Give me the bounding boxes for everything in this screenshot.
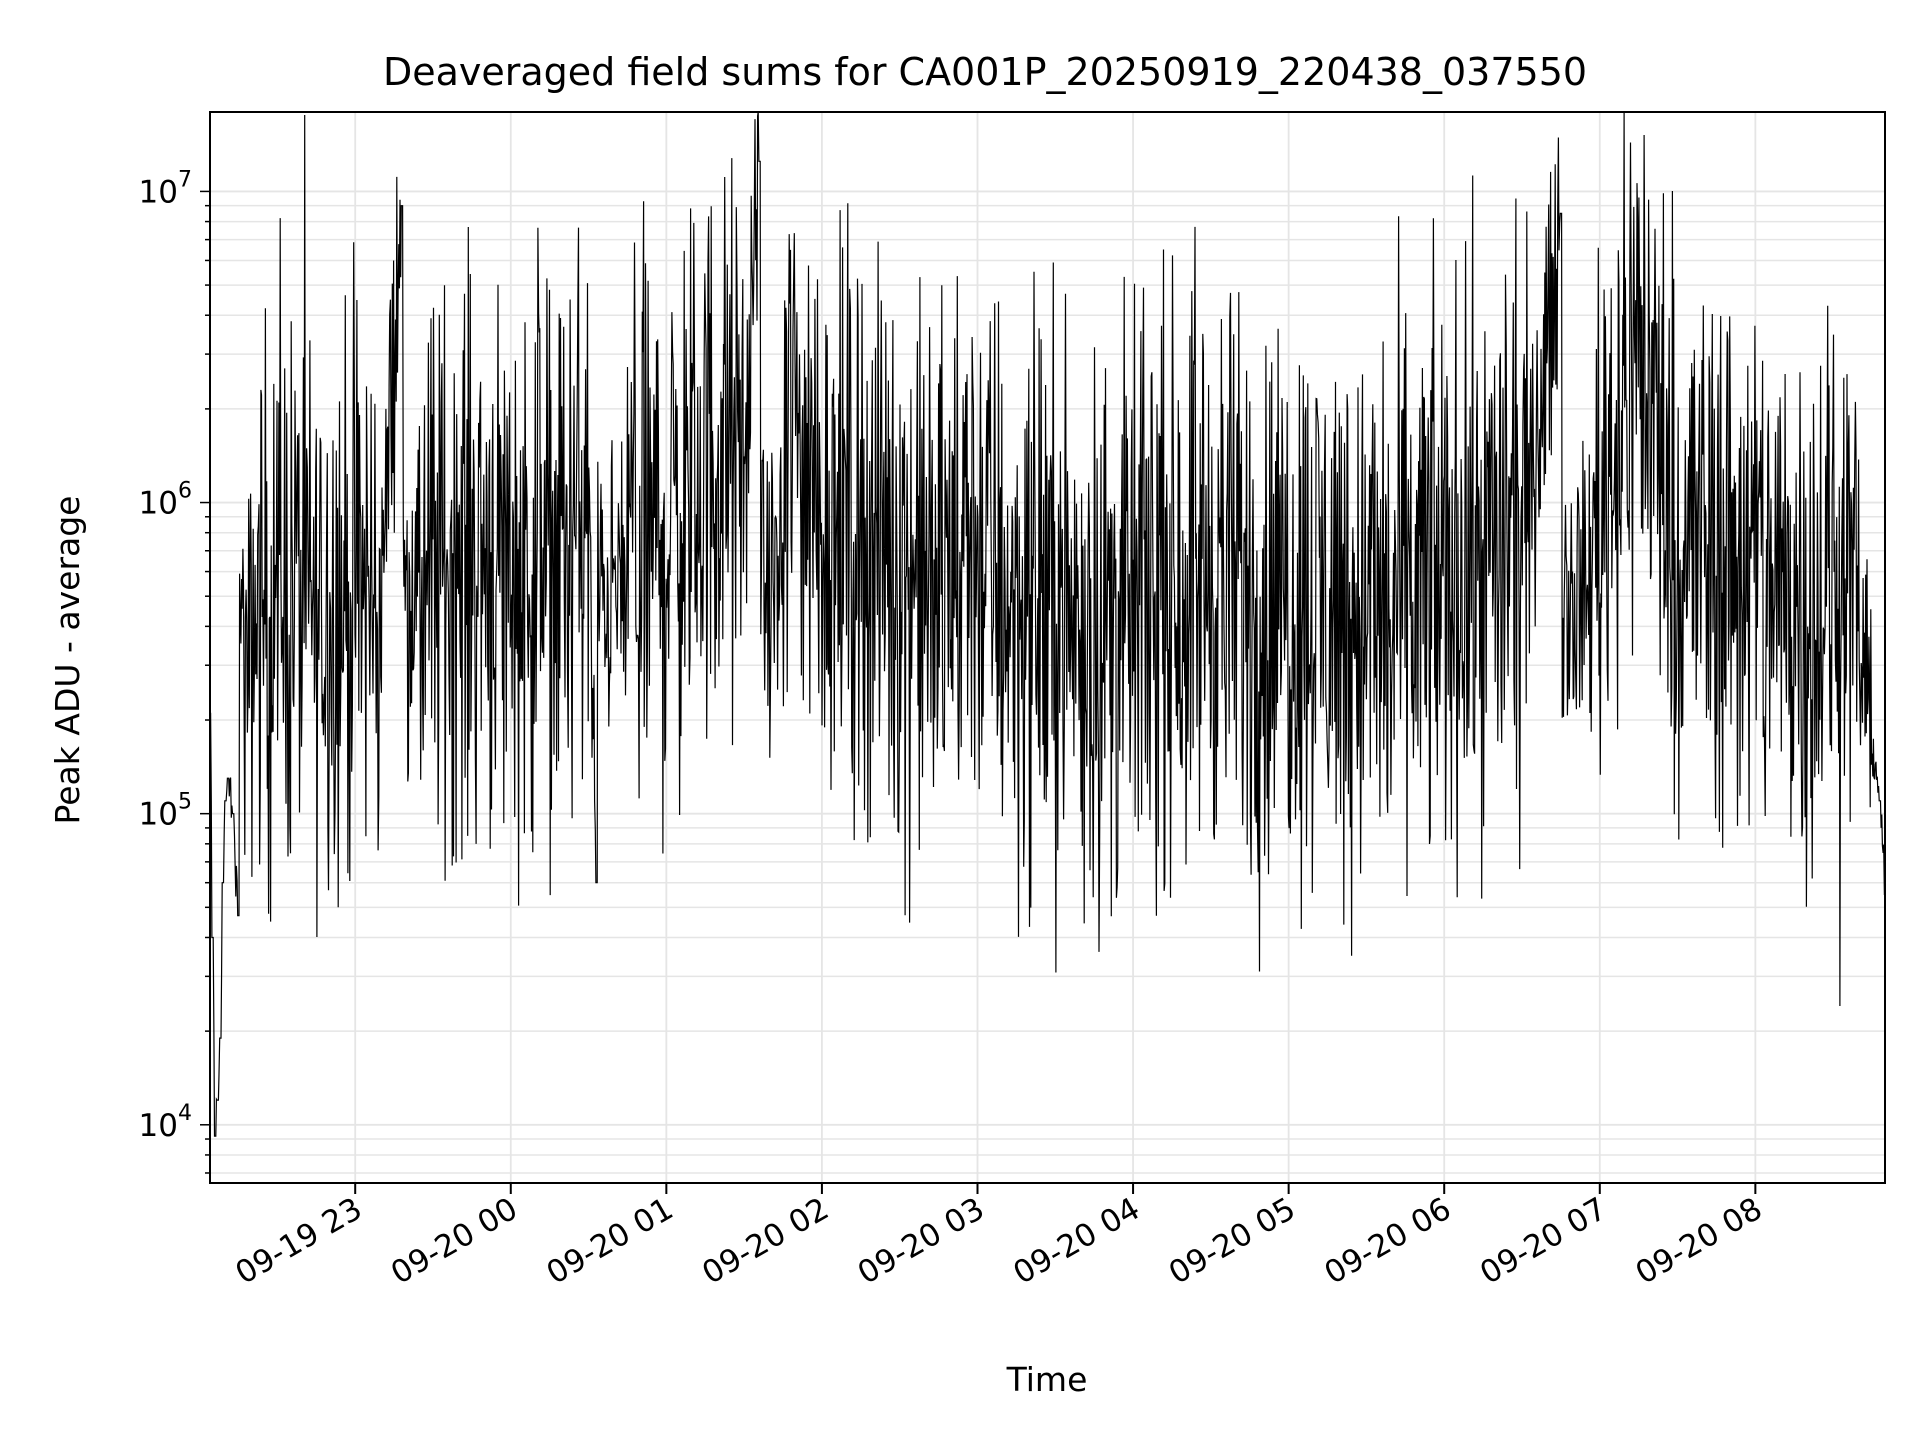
series-line-0 (210, 111, 1885, 1137)
y-tick-label: 107 (139, 167, 192, 210)
plot-frame (209, 111, 1886, 1184)
y-tick-exponent: 6 (178, 479, 192, 504)
y-tick-exponent: 7 (178, 167, 192, 192)
x-tick-label: 09-20 04 (1007, 1191, 1146, 1292)
series-group (210, 111, 1885, 1137)
y-tick-base: 10 (139, 174, 178, 210)
x-tick-label: 09-20 01 (541, 1191, 680, 1292)
x-tick-label: 09-20 08 (1630, 1191, 1769, 1292)
x-tick-label: 09-20 00 (385, 1191, 524, 1292)
chart-title: Deaveraged field sums for CA001P_2025091… (383, 50, 1587, 94)
y-tick-label: 104 (139, 1101, 192, 1144)
y-axis-label: Peak ADU - average (48, 496, 87, 825)
y-tick-exponent: 5 (178, 790, 192, 815)
x-tick-label: 09-20 03 (852, 1191, 991, 1292)
x-tick-label: 09-20 06 (1318, 1191, 1457, 1292)
x-axis-label: Time (1006, 1360, 1088, 1399)
y-tick-label: 106 (139, 479, 192, 522)
x-tick-label: 09-20 02 (696, 1191, 835, 1292)
y-tick-base: 10 (139, 1108, 178, 1144)
x-tick-label: 09-20 05 (1163, 1191, 1302, 1292)
x-tick-label: 09-20 07 (1474, 1191, 1613, 1292)
y-tick-base: 10 (139, 486, 178, 522)
x-tick-label: 09-19 23 (229, 1191, 368, 1292)
y-tick-label: 105 (139, 790, 192, 833)
x-axis-ticks: 09-19 23 09-20 00 09-20 01 09-20 02 09-20 03… (229, 1183, 1768, 1292)
y-tick-exponent: 4 (178, 1101, 192, 1126)
y-tick-base: 10 (139, 797, 178, 833)
